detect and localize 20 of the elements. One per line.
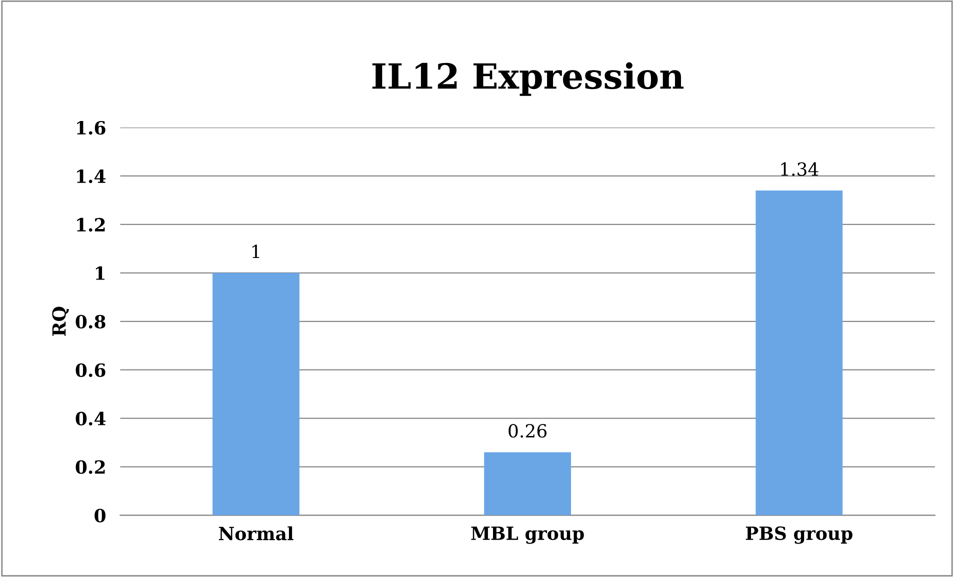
chart-title: IL12 Expression — [372, 62, 684, 96]
data-label: 0.26 — [508, 424, 547, 438]
data-label: 1 — [252, 244, 260, 258]
bar — [484, 452, 572, 516]
y-tick-label: 1.6 — [77, 120, 106, 135]
x-tick-label: MBL group — [471, 526, 584, 544]
y-tick-label: 0.2 — [76, 460, 105, 474]
bar — [212, 272, 300, 516]
y-tick-label: 1.4 — [77, 169, 106, 184]
y-tick-label: 0.8 — [76, 314, 106, 329]
x-tick-label: Normal — [218, 526, 294, 540]
y-tick-label: 1.2 — [77, 218, 105, 232]
bar — [756, 190, 843, 516]
y-tick-label: 0.4 — [76, 412, 106, 426]
y-axis-title: RQ — [52, 306, 69, 336]
data-label: 1.34 — [781, 162, 818, 176]
x-tick-label: PBS group — [746, 526, 852, 544]
y-tick-label: 0.6 — [76, 363, 106, 377]
y-tick-label: 0 — [94, 508, 106, 522]
y-tick-label: 1 — [96, 266, 105, 280]
